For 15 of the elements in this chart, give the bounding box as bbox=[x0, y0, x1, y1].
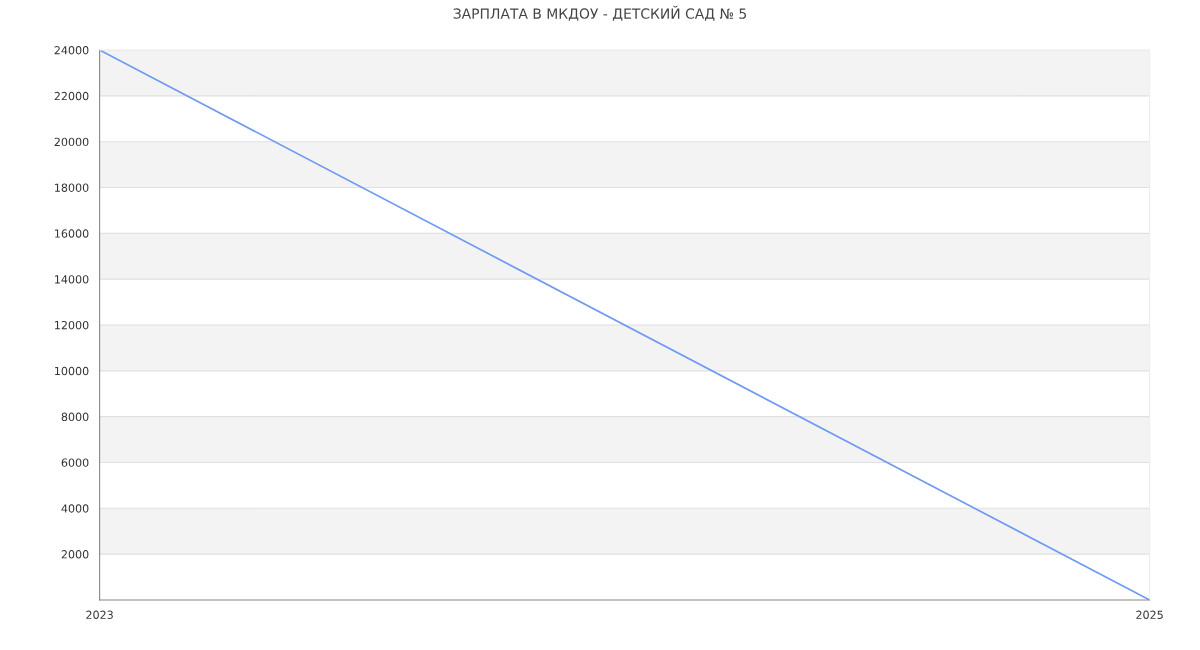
y-tick-label: 20000 bbox=[54, 137, 89, 147]
y-tick-label: 8000 bbox=[61, 412, 89, 422]
y-tick-label: 6000 bbox=[61, 458, 89, 467]
y-tick-label: 18000 bbox=[55, 183, 89, 192]
y-tick-label: 2000 bbox=[61, 550, 89, 559]
y-tick-label: 16000 bbox=[55, 229, 89, 238]
y-tick-label: 4000 bbox=[61, 504, 89, 513]
chart-title: ЗАРПЛАТА В МКДОУ - ДЕТСКИЙ САД № 5 bbox=[453, 5, 747, 21]
y-tick-label: 22000 bbox=[54, 91, 89, 101]
y-tick-label: 10000 bbox=[55, 366, 89, 376]
y-tick-label: 12000 bbox=[55, 320, 89, 330]
y-tick-label: 14000 bbox=[55, 275, 89, 284]
y-tick-label: 24000 bbox=[54, 46, 89, 55]
x-tick-label: 2023 bbox=[86, 610, 113, 619]
x-tick-label: 2025 bbox=[1136, 610, 1163, 619]
